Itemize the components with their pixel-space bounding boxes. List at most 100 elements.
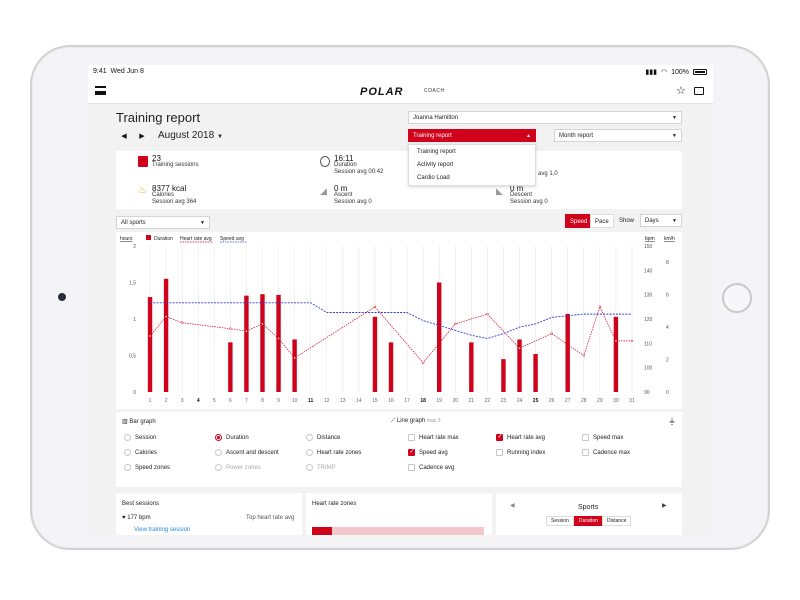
line-option-cadence-max[interactable]: Cadence max [582, 449, 630, 457]
duration-bar [533, 354, 538, 392]
x-tick-label: 15 [372, 398, 378, 404]
line-option-running-index[interactable]: Running index [496, 449, 545, 457]
sports-tab-duration[interactable]: Duration [574, 516, 603, 526]
unit-kmh-label: km/h [664, 236, 675, 242]
checkbox-icon[interactable] [582, 434, 589, 441]
duration-bar [147, 297, 153, 392]
hr-zones-card: Heart rate zones [306, 493, 492, 535]
status-date: Wed Jun 8 [110, 68, 144, 75]
bar-graph-icon: ▥ [122, 419, 128, 425]
checkbox-icon[interactable] [408, 464, 415, 471]
bar-option-speed-zones[interactable]: Speed zones [124, 464, 170, 472]
chevron-down-icon: ▼ [672, 115, 677, 121]
next-sport-arrow[interactable]: ▶ [662, 503, 667, 509]
athlete-select[interactable]: Joanna Hamilton ▼ [408, 111, 682, 124]
x-tick-label: 22 [485, 398, 491, 404]
radio-icon[interactable] [215, 434, 222, 441]
y-tick-left: 2 [133, 244, 136, 250]
radio-icon[interactable] [215, 464, 222, 471]
radio-icon[interactable] [306, 464, 313, 471]
bar-option-distance[interactable]: Distance [306, 434, 340, 442]
checkbox-icon[interactable] [408, 448, 415, 456]
signal-icon: ▮▮▮ [645, 69, 657, 76]
favorite-star-icon[interactable]: ☆ [676, 85, 686, 97]
chat-icon[interactable] [694, 87, 704, 95]
status-time: 9:41 [93, 68, 107, 75]
x-tick-label: 11 [308, 398, 314, 404]
report-type-select[interactable]: Training report ▲ [408, 129, 536, 142]
line-option-heart-rate-avg[interactable]: Heart rate avg [496, 433, 545, 442]
wifi-icon: ◠ [660, 69, 668, 76]
x-tick-label: 26 [549, 398, 555, 404]
hr-zone-bar [312, 527, 332, 535]
pace-toggle[interactable]: Pace [590, 214, 614, 228]
line-option-speed-max[interactable]: Speed max [582, 434, 623, 442]
month-selector[interactable]: August 2018 ▼ [158, 130, 223, 141]
y-tick-kmh: 4 [666, 325, 669, 331]
checkbox-icon[interactable] [408, 434, 415, 441]
page-title: Training report [116, 110, 201, 125]
sport-filter-select[interactable]: All sports ▼ [116, 216, 210, 229]
checkbox-icon[interactable] [582, 449, 589, 456]
x-tick-label: 10 [292, 398, 298, 404]
stat-sessions: 23 Training sessions [138, 155, 198, 169]
month-label: August 2018 [158, 130, 215, 141]
radio-icon[interactable] [124, 464, 131, 471]
duration-bar [501, 359, 506, 392]
heart-rate-point [293, 356, 296, 360]
dropdown-option-training-report[interactable]: Training report [417, 149, 456, 155]
radio-icon[interactable] [215, 449, 222, 456]
calendar-icon [138, 156, 148, 167]
option-label: Heart rate max [419, 435, 459, 441]
option-label: TRIMP [317, 465, 336, 471]
dropdown-option-activity-report[interactable]: Activity report [417, 162, 454, 168]
show-label: Show [619, 218, 635, 224]
duration-bar [163, 278, 169, 392]
days-select[interactable]: Days ▼ [640, 214, 682, 227]
prev-sport-arrow[interactable]: ◀ [510, 503, 515, 509]
bar-option-session[interactable]: Session [124, 434, 156, 442]
radio-icon[interactable] [124, 434, 131, 441]
x-tick-label: 6 [229, 398, 232, 404]
view-session-link[interactable]: View training session [134, 527, 191, 533]
x-tick-label: 21 [469, 398, 475, 404]
y-tick-left: 1,5 [129, 281, 136, 287]
heart-rate-point [630, 339, 634, 343]
heart-rate-point [486, 312, 489, 316]
dropdown-option-cardio-load[interactable]: Cardio Load [417, 175, 450, 181]
sports-tab-distance[interactable]: Distance [602, 516, 632, 526]
month-report-select[interactable]: Month report ▼ [554, 129, 682, 142]
option-label: Speed max [593, 435, 624, 441]
filter-icon[interactable]: ⏚ [668, 417, 676, 426]
x-tick-label: 27 [565, 398, 571, 404]
bar-option-heart-rate-zones[interactable]: Heart rate zones [306, 449, 361, 457]
prev-month-button[interactable]: ◀ [121, 133, 127, 140]
bar-option-duration[interactable]: Duration [215, 434, 249, 442]
radio-icon[interactable] [124, 449, 131, 456]
bar-option-ascent-and-descent[interactable]: Ascent and descent [215, 449, 279, 457]
checkbox-icon[interactable] [496, 433, 503, 441]
radio-icon[interactable] [306, 434, 313, 441]
training-chart: hours Duration Heart rate avg Speed avg bpm k… [116, 232, 682, 409]
line-option-speed-avg[interactable]: Speed avg [408, 448, 448, 457]
radio-icon[interactable] [306, 449, 313, 456]
checkbox-icon[interactable] [496, 449, 503, 456]
next-month-button[interactable]: ▶ [139, 133, 145, 140]
x-tick-label: 12 [324, 398, 330, 404]
duration-bar [517, 339, 522, 392]
brand-logo: POLAR [360, 86, 404, 98]
line-option-cadence-avg[interactable]: Cadence avg [408, 464, 454, 472]
x-tick-label: 16 [388, 398, 394, 404]
speed-toggle[interactable]: Speed [565, 214, 593, 228]
sports-tab-session[interactable]: Session [546, 516, 574, 526]
line-option-heart-rate-max[interactable]: Heart rate max [408, 434, 459, 442]
home-button[interactable] [722, 283, 752, 313]
menu-icon[interactable] [95, 86, 106, 95]
heart-rate-point [229, 327, 232, 330]
heart-rate-point [148, 334, 152, 338]
heart-rate-point [614, 339, 618, 343]
duration-bar [276, 294, 281, 392]
bar-option-calories[interactable]: Calories [124, 449, 157, 457]
heart-rate-point [277, 337, 280, 340]
duration-bar [292, 339, 297, 392]
